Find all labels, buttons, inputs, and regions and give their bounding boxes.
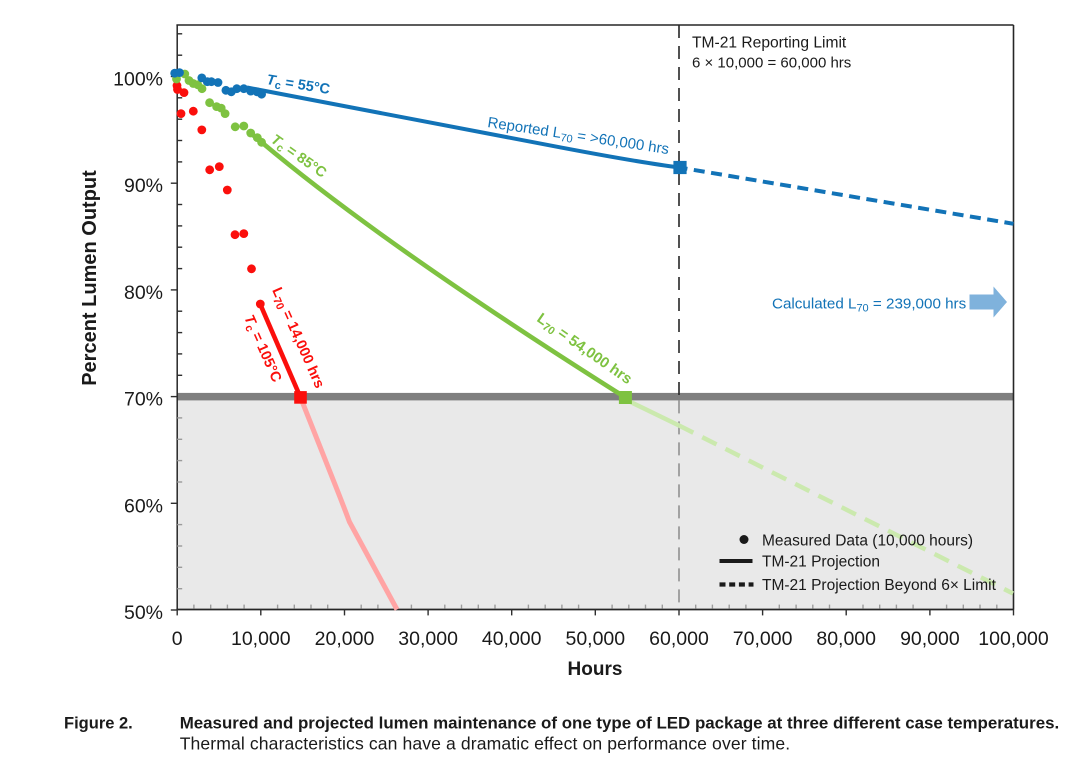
svg-text:30,000: 30,000 [398,628,458,650]
svg-text:Hours: Hours [568,659,623,680]
svg-text:40,000: 40,000 [482,628,542,650]
svg-text:10,000: 10,000 [231,628,291,650]
svg-text:6 × 10,000 = 60,000 hrs: 6 × 10,000 = 60,000 hrs [692,54,851,71]
svg-text:80%: 80% [124,282,163,304]
svg-text:Thermal characteristics can ha: Thermal characteristics can have a drama… [180,734,791,754]
svg-text:60%: 60% [124,495,163,517]
svg-text:Tc = 55°C: Tc = 55°C [265,72,331,100]
svg-text:90,000: 90,000 [900,628,960,650]
svg-text:Measured Data (10,000 hours): Measured Data (10,000 hours) [762,533,973,550]
svg-text:Calculated L70 = 239,000 hrs: Calculated L70 = 239,000 hrs [772,296,967,315]
svg-text:50%: 50% [124,602,163,624]
svg-text:TM-21 Projection: TM-21 Projection [762,554,880,571]
svg-text:100%: 100% [113,69,163,91]
svg-text:100,000: 100,000 [978,628,1049,650]
svg-text:70,000: 70,000 [733,628,793,650]
svg-text:70%: 70% [124,389,163,411]
svg-text:Percent Lumen Output: Percent Lumen Output [79,170,101,386]
svg-text:80,000: 80,000 [816,628,876,650]
svg-text:90%: 90% [124,175,163,197]
svg-text:Measured and projected lumen m: Measured and projected lumen maintenance… [180,714,1059,733]
svg-text:TM-21 Projection Beyond 6× Lim: TM-21 Projection Beyond 6× Limit [762,577,997,594]
svg-text:50,000: 50,000 [565,628,625,650]
svg-text:60,000: 60,000 [649,628,709,650]
svg-text:20,000: 20,000 [315,628,375,650]
svg-text:Figure 2.: Figure 2. [64,715,133,733]
svg-text:TM-21 Reporting Limit: TM-21 Reporting Limit [692,35,847,52]
svg-text:0: 0 [172,628,183,650]
